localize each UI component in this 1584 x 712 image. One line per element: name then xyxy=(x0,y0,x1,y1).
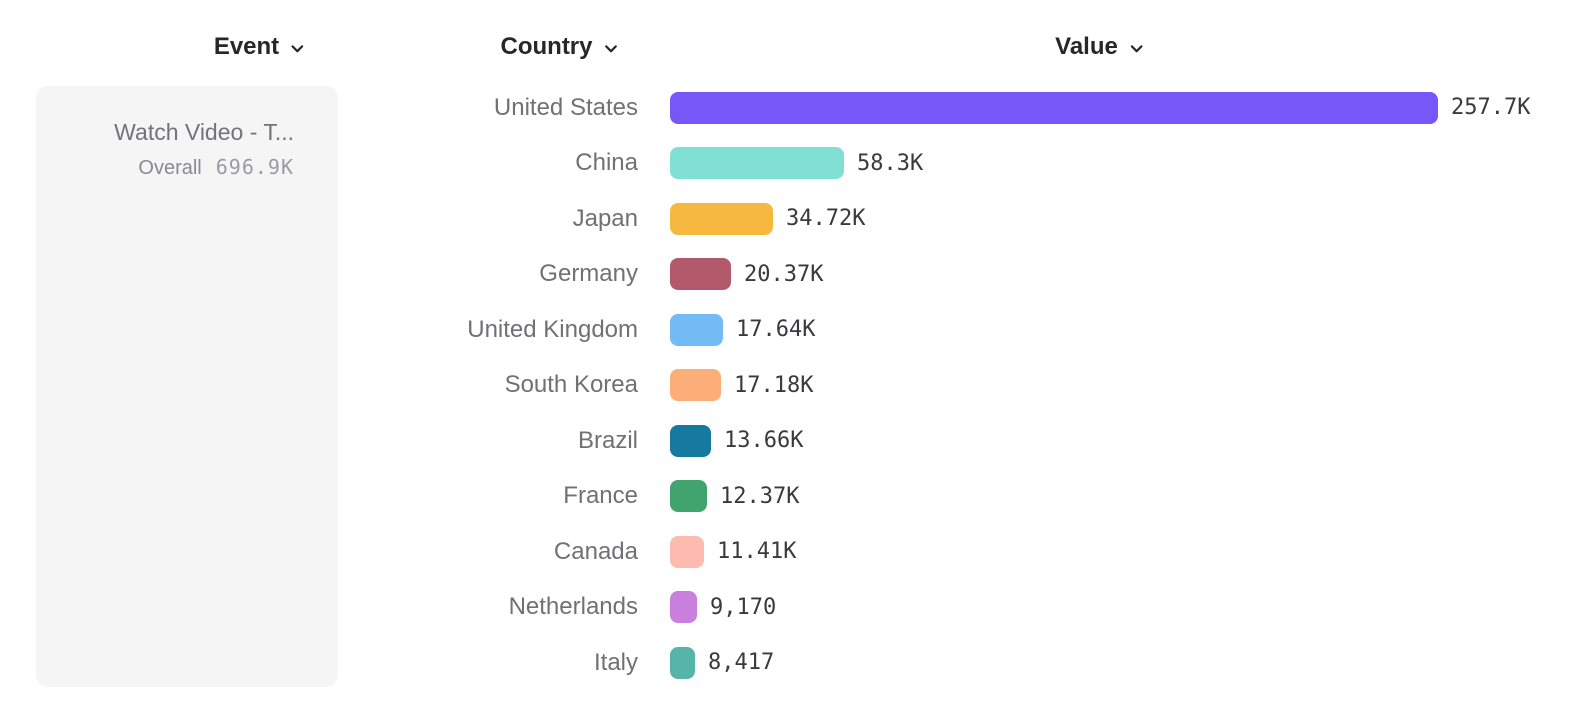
value-bar[interactable] xyxy=(670,91,1438,124)
chart-row: Japan 34.72K xyxy=(350,191,1564,247)
chart-row: Brazil 13.66K xyxy=(350,413,1564,469)
chevron-down-icon xyxy=(603,40,620,57)
country-label: United Kingdom xyxy=(467,315,638,343)
country-column-label: Country xyxy=(500,33,593,60)
event-overall-row: Overall 696.9K xyxy=(56,155,294,180)
bar-area: 11.41K xyxy=(670,535,1564,568)
value-bar[interactable] xyxy=(670,369,721,402)
country-label: South Korea xyxy=(504,371,638,399)
chart-row: United Kingdom 17.64K xyxy=(350,302,1564,358)
chevron-down-icon xyxy=(289,40,306,57)
value-column-label: Value xyxy=(1055,33,1118,60)
bar-area: 17.64K xyxy=(670,313,1564,346)
value-bar[interactable] xyxy=(670,258,731,291)
event-card[interactable]: Watch Video - T... Overall 696.9K xyxy=(36,86,338,687)
country-label: Italy xyxy=(593,648,638,676)
bar-area: 34.72K xyxy=(670,202,1564,235)
bar-area: 13.66K xyxy=(670,424,1564,457)
bar-area: 9,170 xyxy=(670,591,1564,624)
country-label: China xyxy=(575,149,638,177)
value-bar[interactable] xyxy=(670,535,704,568)
value-label: 13.66K xyxy=(724,428,804,454)
bar-area: 8,417 xyxy=(670,646,1564,679)
value-bar[interactable] xyxy=(670,313,723,346)
value-label: 12.37K xyxy=(720,483,800,509)
value-bar[interactable] xyxy=(670,202,773,235)
value-label: 257.7K xyxy=(1451,95,1531,121)
bar-chart: United States 257.7K China 58.3K Japan 34.72K… xyxy=(350,80,1564,691)
value-label: 17.18K xyxy=(734,372,814,398)
event-column-label: Event xyxy=(213,33,280,60)
chart-row: South Korea 17.18K xyxy=(350,358,1564,414)
country-label: United States xyxy=(493,93,638,121)
value-bar[interactable] xyxy=(670,591,697,624)
country-label: Netherlands xyxy=(508,593,638,621)
value-bar[interactable] xyxy=(670,424,711,457)
bar-area: 58.3K xyxy=(670,147,1564,180)
chart-row: Netherlands 9,170 xyxy=(350,580,1564,636)
overall-label: Overall xyxy=(138,157,202,179)
country-label: Germany xyxy=(539,260,638,288)
chart-row: Canada 11.41K xyxy=(350,524,1564,580)
chart-row: United States 257.7K xyxy=(350,80,1564,136)
value-label: 20.37K xyxy=(744,261,824,287)
value-label: 58.3K xyxy=(857,150,924,176)
value-bar[interactable] xyxy=(670,147,844,180)
value-label: 8,417 xyxy=(708,650,775,676)
country-label: Canada xyxy=(553,537,638,565)
chart-row: Italy 8,417 xyxy=(350,635,1564,691)
event-column-header[interactable]: Event xyxy=(214,33,306,61)
country-label: France xyxy=(563,482,638,510)
chart-row: Germany 20.37K xyxy=(350,247,1564,303)
value-label: 9,170 xyxy=(710,594,777,620)
country-label: Japan xyxy=(572,204,638,232)
chart-row: China 58.3K xyxy=(350,136,1564,192)
value-bar[interactable] xyxy=(670,646,695,679)
bar-area: 17.18K xyxy=(670,369,1564,402)
country-column-header[interactable]: Country xyxy=(501,33,620,61)
event-title: Watch Video - T... xyxy=(114,119,294,145)
value-bar[interactable] xyxy=(670,480,707,513)
value-column-header[interactable]: Value xyxy=(1055,33,1145,61)
value-label: 17.64K xyxy=(736,317,816,343)
chart-row: France 12.37K xyxy=(350,469,1564,525)
bar-area: 257.7K xyxy=(670,91,1564,124)
country-label: Brazil xyxy=(577,426,638,454)
value-label: 11.41K xyxy=(717,539,797,565)
bar-area: 20.37K xyxy=(670,258,1564,291)
chevron-down-icon xyxy=(1128,40,1145,57)
value-label: 34.72K xyxy=(786,206,866,232)
overall-value: 696.9K xyxy=(215,155,294,179)
bar-area: 12.37K xyxy=(670,480,1564,513)
